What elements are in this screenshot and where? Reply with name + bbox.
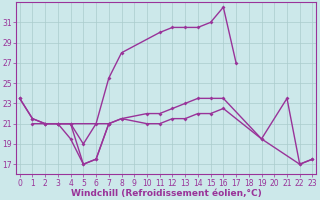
X-axis label: Windchill (Refroidissement éolien,°C): Windchill (Refroidissement éolien,°C) — [71, 189, 261, 198]
